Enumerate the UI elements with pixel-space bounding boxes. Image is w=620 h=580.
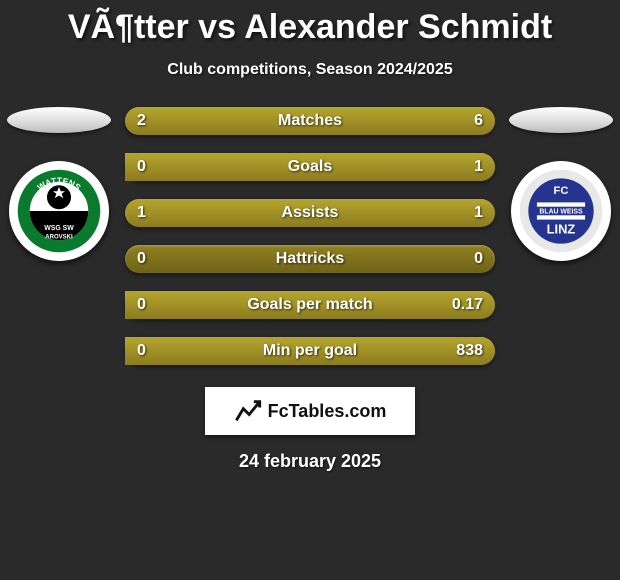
comparison-date: 24 february 2025 <box>0 451 620 472</box>
stat-label: Goals per match <box>185 296 435 314</box>
stat-value-right: 838 <box>435 342 495 360</box>
stat-value-left: 2 <box>125 112 185 130</box>
stat-label: Goals <box>185 158 435 176</box>
stat-value-left: 0 <box>125 250 185 268</box>
stat-row: 0Min per goal838 <box>125 337 495 365</box>
stat-value-right: 6 <box>435 112 495 130</box>
stat-value-right: 1 <box>435 204 495 222</box>
svg-text:BLAU WEISS: BLAU WEISS <box>539 209 583 216</box>
team-left-badge: WATTENS WSG SW AROVSKI <box>9 161 109 261</box>
svg-text:FC: FC <box>554 185 569 197</box>
comparison-panel: WATTENS WSG SW AROVSKI FC BLAU WEISS LIN… <box>0 107 620 365</box>
stat-value-left: 0 <box>125 342 185 360</box>
stat-value-right: 0.17 <box>435 296 495 314</box>
team-right-badge: FC BLAU WEISS LINZ <box>511 161 611 261</box>
team-right-name-plate <box>509 107 613 133</box>
stat-label: Hattricks <box>185 250 435 268</box>
wattens-logo-icon: WATTENS WSG SW AROVSKI <box>16 168 102 254</box>
chart-icon <box>234 397 262 425</box>
page-subtitle: Club competitions, Season 2024/2025 <box>0 61 620 79</box>
stat-row: 1Assists1 <box>125 199 495 227</box>
stat-label: Assists <box>185 204 435 222</box>
svg-text:WSG SW: WSG SW <box>44 225 74 232</box>
stat-row: 0Goals1 <box>125 153 495 181</box>
stat-value-left: 0 <box>125 296 185 314</box>
watermark-badge: FcTables.com <box>205 387 415 435</box>
watermark-text: FcTables.com <box>268 401 387 422</box>
svg-text:LINZ: LINZ <box>547 221 576 236</box>
stat-row: 0Goals per match0.17 <box>125 291 495 319</box>
stats-bars: 2Matches60Goals11Assists10Hattricks00Goa… <box>125 107 495 365</box>
stat-row: 2Matches6 <box>125 107 495 135</box>
stat-row: 0Hattricks0 <box>125 245 495 273</box>
stat-value-left: 0 <box>125 158 185 176</box>
stat-label: Matches <box>185 112 435 130</box>
team-left-column: WATTENS WSG SW AROVSKI <box>4 107 114 261</box>
stat-value-right: 1 <box>435 158 495 176</box>
stat-value-right: 0 <box>435 250 495 268</box>
team-right-column: FC BLAU WEISS LINZ <box>506 107 616 261</box>
stat-label: Min per goal <box>185 342 435 360</box>
svg-text:AROVSKI: AROVSKI <box>45 235 73 241</box>
page-title: VÃ¶tter vs Alexander Schmidt <box>0 0 620 47</box>
team-left-name-plate <box>7 107 111 133</box>
linz-logo-icon: FC BLAU WEISS LINZ <box>518 168 604 254</box>
stat-value-left: 1 <box>125 204 185 222</box>
